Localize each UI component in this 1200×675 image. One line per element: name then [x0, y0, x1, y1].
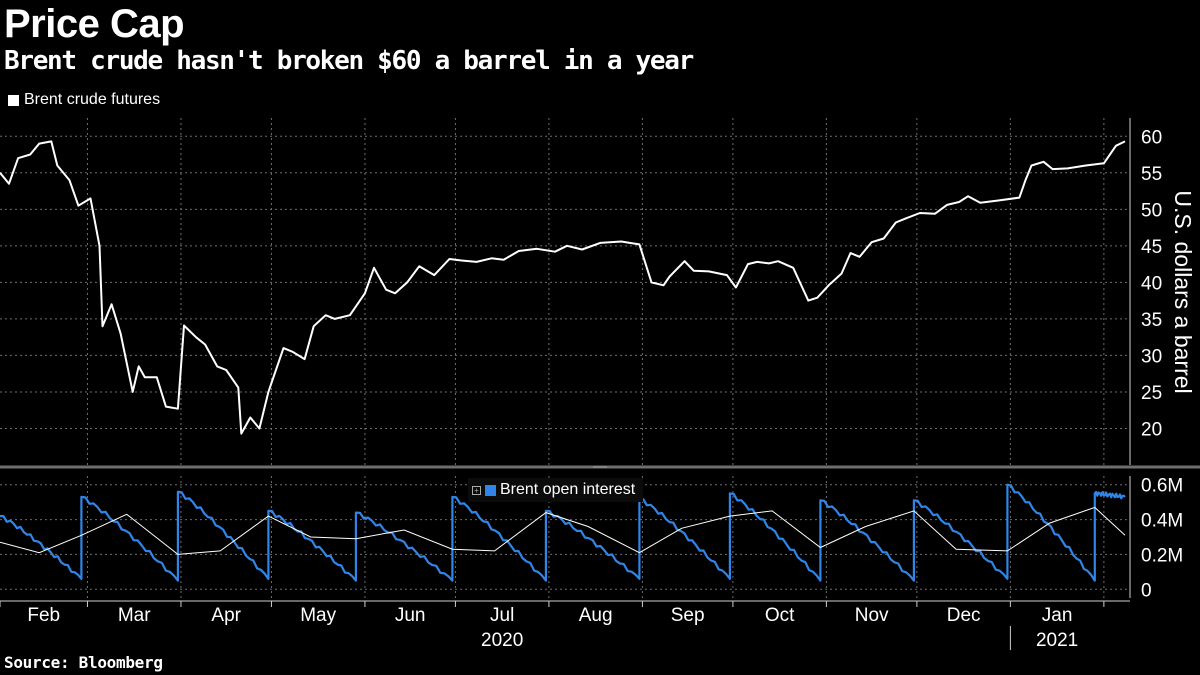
oi-tick-label-0: 0	[1141, 580, 1152, 601]
month-label-jun: Jun	[395, 605, 426, 626]
month-label-may: May	[300, 605, 336, 626]
chart-subtitle: Brent crude hasn't broken $60 a barrel i…	[4, 46, 694, 76]
month-label-apr: Apr	[211, 605, 241, 626]
legend-swatch-white	[8, 94, 19, 106]
legend-label-open-interest: Brent open interest	[500, 481, 636, 498]
legend-expand-icon[interactable]: +	[472, 485, 481, 495]
price-tick-label-2: 30	[1141, 346, 1162, 367]
price-tick-label-3: 35	[1141, 310, 1162, 331]
legend-brent-futures: Brent crude futures	[8, 91, 160, 109]
oi-tick-label-3: 0.6M	[1141, 476, 1183, 497]
price-tick-label-8: 60	[1141, 127, 1162, 148]
price-tick-label-1: 25	[1141, 383, 1162, 404]
oi-tick-label-1: 0.2M	[1141, 545, 1183, 566]
open-interest-series	[0, 483, 1126, 582]
month-label-nov: Nov	[855, 605, 889, 626]
price-tick-label-5: 45	[1141, 237, 1162, 258]
legend-open-interest: + Brent open interest	[468, 478, 644, 502]
open-interest-secondary-line	[0, 506, 1126, 555]
month-label-sep: Sep	[671, 605, 705, 626]
legend-swatch-blue	[485, 484, 496, 496]
price-series	[0, 140, 1126, 435]
axes	[0, 118, 1200, 650]
price-grid	[0, 118, 1128, 465]
open-interest-line	[0, 483, 1126, 582]
price-tick-label-7: 55	[1141, 164, 1162, 185]
y-axis-label: U.S. dollars a barrel	[1170, 190, 1196, 393]
chart-title: Price Cap	[4, 2, 185, 46]
month-label-oct: Oct	[765, 605, 795, 626]
brent-futures-line	[0, 140, 1126, 435]
price-tick-label-0: 20	[1141, 419, 1162, 440]
oi-tick-label-2: 0.4M	[1141, 511, 1183, 532]
legend-label-brent-futures: Brent crude futures	[24, 91, 161, 108]
month-label-feb: Feb	[27, 605, 60, 626]
source-note: Source: Bloomberg	[4, 653, 163, 672]
year-label-2021: 2021	[1036, 630, 1078, 651]
month-label-jul: Jul	[490, 605, 514, 626]
month-label-aug: Aug	[579, 605, 613, 626]
year-label-2020: 2020	[481, 630, 523, 651]
month-label-dec: Dec	[947, 605, 981, 626]
price-tick-label-6: 50	[1141, 200, 1162, 221]
price-tick-label-4: 40	[1141, 273, 1162, 294]
month-label-jan: Jan	[1042, 605, 1073, 626]
tick-labels: 20 25 30 35 40 45 50 55 60 0 0.2M 0.4M 0.6M Feb Mar Apr…	[27, 127, 1183, 651]
month-label-mar: Mar	[118, 605, 151, 626]
